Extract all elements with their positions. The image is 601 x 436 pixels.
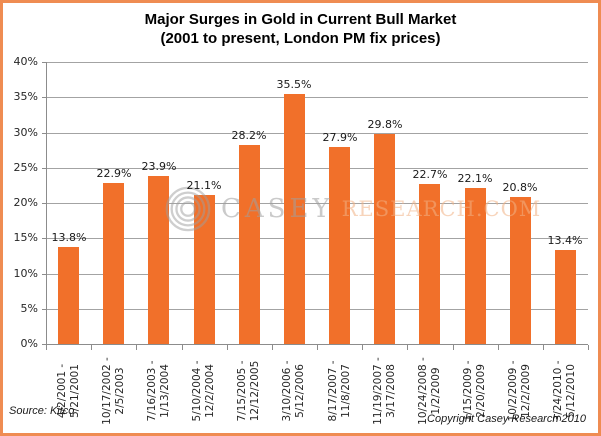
x-axis-label: 3/10/2006 - 5/12/2006 — [281, 351, 307, 433]
gridline — [46, 309, 588, 310]
chart-title: Major Surges in Gold in Current Bull Mar… — [3, 10, 598, 48]
y-axis-line — [46, 62, 47, 345]
x-axis-tick — [91, 345, 92, 350]
x-axis-label-text: 5/10/2004 - 12/2/2004 — [191, 360, 216, 422]
gridline — [46, 62, 588, 63]
x-axis-tick — [588, 345, 589, 350]
x-axis-tick — [453, 345, 454, 350]
x-axis-tick — [136, 345, 137, 350]
x-axis-label-text: 3/10/2006 - 5/12/2006 — [281, 360, 306, 422]
y-axis-tick — [42, 62, 46, 63]
x-axis-tick — [317, 345, 318, 350]
plot-area: 0% 5% 10% 15% 20% 25% 30% 35% 40% 13.8% 4/2/2001 -… — [3, 3, 598, 433]
bar-value-label: 20.8% — [502, 181, 538, 194]
bar-value-label: 35.5% — [276, 78, 312, 91]
y-axis-tick — [42, 344, 46, 345]
x-axis-label-text: 10/17/2002 - 2/5/2003 — [101, 357, 126, 425]
y-axis-tick — [42, 168, 46, 169]
bar — [239, 145, 260, 344]
x-axis-label-text: 11/19/2007 - 3/17/2008 — [372, 357, 397, 425]
bar — [374, 134, 395, 344]
x-axis-label: 10/17/2002 - 2/5/2003 — [101, 351, 127, 433]
bar-value-label: 13.4% — [547, 234, 583, 247]
bar-value-label: 27.9% — [322, 131, 358, 144]
y-axis-label: 20% — [13, 196, 38, 209]
y-axis-label: 15% — [13, 231, 38, 244]
x-axis-tick — [227, 345, 228, 350]
bar — [284, 94, 305, 344]
y-axis-label: 35% — [13, 90, 38, 103]
x-axis-label-text: 4/2/2001 - 5/21/2001 — [56, 363, 81, 419]
bar — [194, 195, 215, 344]
bar-value-label: 28.2% — [231, 129, 267, 142]
y-axis-tick — [42, 309, 46, 310]
bar-value-label: 13.8% — [51, 231, 87, 244]
y-axis-tick — [42, 203, 46, 204]
bar-value-label: 23.9% — [141, 160, 177, 173]
x-axis-label: 7/16/2003 - 1/13/2004 — [146, 351, 172, 433]
bar-value-label: 29.8% — [367, 118, 403, 131]
y-axis-tick — [42, 274, 46, 275]
x-axis-label-text: 8/17/2007 - 11/8/2007 — [327, 360, 352, 422]
chart-title-line2: (2001 to present, London PM fix prices) — [160, 30, 441, 47]
y-axis-tick — [42, 133, 46, 134]
bar — [419, 184, 440, 344]
x-axis-tick — [407, 345, 408, 350]
bar — [148, 176, 169, 344]
y-axis-tick — [42, 97, 46, 98]
y-axis-label: 40% — [13, 55, 38, 68]
bar-value-label: 22.9% — [96, 167, 132, 180]
y-axis-label: 5% — [20, 302, 38, 315]
x-axis-line — [46, 344, 588, 345]
bar-value-label: 21.1% — [186, 179, 222, 192]
gridline — [46, 168, 588, 169]
gridline — [46, 203, 588, 204]
x-axis-label: 4/2/2001 - 5/21/2001 — [56, 351, 82, 433]
x-axis-tick — [543, 345, 544, 350]
bar-value-label: 22.1% — [457, 172, 493, 185]
bar — [510, 197, 531, 344]
bar — [555, 250, 576, 344]
y-axis-label: 10% — [13, 267, 38, 280]
y-axis-label: 30% — [13, 126, 38, 139]
gridline — [46, 133, 588, 134]
x-axis-label-text: 7/15/2005 - 12/12/2005 — [236, 360, 261, 422]
x-axis-tick — [362, 345, 363, 350]
chart-title-line1: Major Surges in Gold in Current Bull Mar… — [144, 11, 457, 28]
y-axis-tick — [42, 238, 46, 239]
gridline — [46, 274, 588, 275]
x-axis-label: 7/15/2005 - 12/12/2005 — [236, 351, 262, 433]
x-axis-label: 8/17/2007 - 11/8/2007 — [327, 351, 353, 433]
bar — [103, 183, 124, 344]
x-axis-label: 11/19/2007 - 3/17/2008 — [372, 351, 398, 433]
x-axis-tick — [182, 345, 183, 350]
source-note: Source: Kitco — [9, 405, 75, 417]
gridline — [46, 97, 588, 98]
y-axis-label: 25% — [13, 161, 38, 174]
copyright-note: Copyright Casey Research 2010 — [427, 413, 586, 425]
y-axis-label: 0% — [20, 337, 38, 350]
gridline — [46, 238, 588, 239]
bar — [58, 247, 79, 344]
bar — [465, 188, 486, 344]
x-axis-label-text: 7/16/2003 - 1/13/2004 — [146, 360, 171, 422]
x-axis-label: 5/10/2004 - 12/2/2004 — [191, 351, 217, 433]
bar — [329, 147, 350, 344]
x-axis-tick — [46, 345, 47, 350]
bar-value-label: 22.7% — [412, 168, 448, 181]
x-axis-tick — [498, 345, 499, 350]
x-axis-tick — [272, 345, 273, 350]
